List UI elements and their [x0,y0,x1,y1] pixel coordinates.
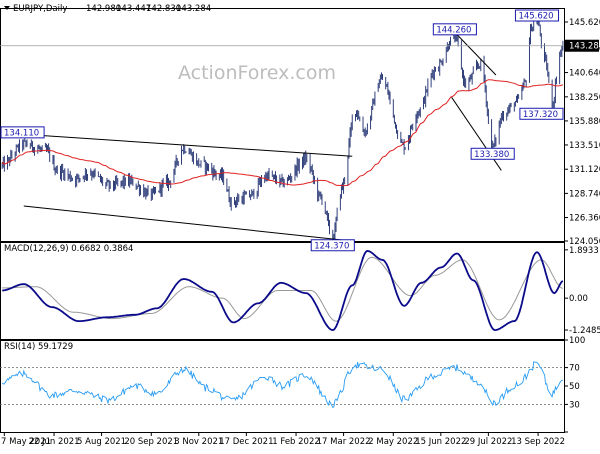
price-callout-box [514,9,560,22]
price-tick-label: 135.880 [569,117,600,127]
price-callout: 145.620 [518,12,553,22]
ohlc-high: 143.447 [116,4,151,14]
x-tick-label: 13 Sep 2022 [511,437,565,447]
trendline [23,205,347,241]
macd-tick-label: -1.2485 [569,326,600,336]
x-tick-label: 7 May 2021 [1,437,51,447]
price-callout: 134.110 [4,128,39,138]
x-tick-label: 17 Mar 2022 [317,437,371,447]
x-tick-label: 2 May 2022 [368,437,418,447]
x-tick-label: 20 Sep 2021 [124,437,178,447]
price-tick-label: 140.640 [569,69,600,79]
macd-tick-label: 1.8933 [569,246,599,256]
price-tick-label: 145.620 [569,18,600,28]
current-price-label: 143.284 [569,42,600,52]
rsi-pane-frame [0,340,565,433]
watermark: ActionForex.com [178,62,336,84]
price-tick-label: 126.360 [569,214,600,224]
rsi-title: RSI(14) 59.1729 [4,342,73,352]
rsi-line [1,361,564,409]
price-tick-label: 138.250 [569,93,600,103]
x-tick-label: 17 Dec 2021 [219,437,273,447]
macd-pane-frame [0,242,565,340]
rsi-tick-label: 100 [569,336,585,346]
price-tick-label: 124.050 [569,237,600,247]
price-pane-frame [0,8,565,242]
price-callout: 133.380 [474,150,509,160]
rsi-tick-label: 30 [569,400,580,410]
x-tick-label: 1 Feb 2022 [272,437,320,447]
price-callout-box [470,147,515,160]
macd-tick-label: 0.00 [569,294,588,304]
price-tick-label: 131.120 [569,165,600,175]
macd-signal-line [2,256,563,322]
ohlc-close: 143.284 [176,4,211,14]
rsi-tick-label: 50 [569,382,580,392]
x-tick-label: 29 Jul 2022 [464,437,512,447]
moving-average-line [1,79,564,187]
current-price-box [565,39,599,52]
trendline [454,32,497,76]
price-callout-box [519,107,564,120]
price-callout-box [0,126,45,139]
price-callout-box [432,23,477,36]
rsi-tick-label: 70 [569,364,580,374]
macd-title: MACD(12,26,9) 0.6682 0.3864 [4,244,133,254]
ohlc-low: 142.830 [146,4,181,14]
macd-line [2,249,564,332]
chart-header-arrow [4,6,10,10]
price-callout-box [310,239,355,252]
x-tick-label: 22 Jun 2021 [28,437,79,447]
x-tick-label: 5 Aug 2021 [77,437,126,447]
ohlc-open: 142.980 [86,4,121,14]
price-callout: 144.260 [436,25,471,35]
price-tick-label: 143.080 [569,44,600,54]
price-callout: 137.320 [523,110,558,120]
x-tick-label: 3 Nov 2021 [174,437,223,447]
trendline [2,132,353,157]
price-tick-label: 128.740 [569,189,600,199]
chart-title: EURJPY,Daily [13,4,67,14]
price-callout: 124.370 [314,241,349,251]
price-tick-label: 133.510 [569,141,600,151]
x-tick-label: 15 Jun 2022 [415,437,466,447]
